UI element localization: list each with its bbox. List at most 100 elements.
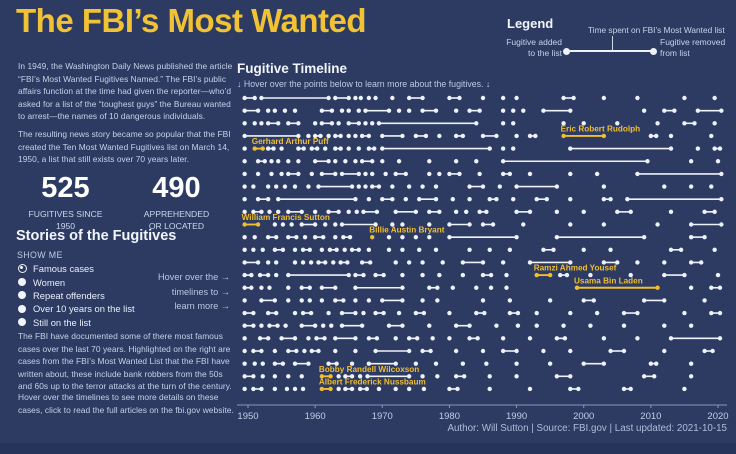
timeline-point[interactable] [314, 336, 319, 341]
timeline-point[interactable] [544, 197, 549, 202]
timeline-point[interactable] [341, 298, 346, 303]
timeline-point[interactable] [571, 95, 576, 101]
timeline-point[interactable] [346, 121, 351, 126]
timeline-point[interactable] [312, 159, 318, 164]
timeline-point[interactable] [393, 386, 398, 392]
timeline-point[interactable] [447, 234, 452, 240]
timeline-point[interactable] [420, 298, 425, 303]
timeline-point[interactable] [406, 386, 412, 392]
radio-icon[interactable] [18, 278, 26, 287]
timeline-point[interactable] [259, 386, 264, 392]
timeline-point[interactable] [349, 184, 355, 189]
timeline-point[interactable] [242, 197, 247, 202]
timeline-point[interactable] [307, 298, 312, 303]
timeline-point[interactable] [500, 336, 506, 341]
timeline-point[interactable] [562, 336, 568, 341]
timeline-point[interactable] [292, 386, 298, 392]
timeline-point[interactable] [286, 285, 291, 290]
timeline-point[interactable] [601, 336, 607, 341]
timeline-point[interactable] [354, 209, 359, 215]
timeline-point[interactable] [319, 121, 325, 126]
timeline-point[interactable] [259, 285, 264, 290]
timeline-point[interactable] [415, 336, 420, 341]
timeline-point[interactable] [400, 323, 405, 328]
timeline-point[interactable] [467, 108, 472, 113]
timeline-point[interactable] [349, 374, 355, 379]
timeline-highlight-point[interactable] [561, 133, 566, 139]
timeline-point[interactable] [514, 374, 519, 379]
timeline-point[interactable] [341, 234, 346, 240]
timeline-point[interactable] [662, 184, 667, 189]
timeline-point[interactable] [594, 171, 600, 177]
timeline-point[interactable] [635, 171, 640, 177]
timeline-point[interactable] [343, 159, 348, 164]
timeline-point[interactable] [511, 197, 516, 202]
timeline-point[interactable] [334, 361, 339, 366]
timeline-point[interactable] [615, 209, 620, 215]
timeline-point[interactable] [581, 121, 586, 126]
timeline-point[interactable] [380, 197, 385, 202]
timeline-point[interactable] [383, 171, 388, 177]
timeline-point[interactable] [308, 260, 314, 265]
timeline-point[interactable] [333, 298, 338, 303]
timeline-point[interactable] [427, 171, 432, 177]
timeline-point[interactable] [336, 386, 341, 392]
timeline-point[interactable] [688, 285, 694, 290]
timeline-point[interactable] [464, 209, 469, 215]
timeline-point[interactable] [343, 386, 348, 392]
timeline-point[interactable] [333, 146, 338, 151]
timeline-point[interactable] [356, 121, 361, 126]
timeline-point[interactable] [323, 260, 328, 265]
timeline-point[interactable] [695, 146, 701, 151]
timeline-point[interactable] [662, 348, 667, 354]
timeline-point[interactable] [380, 298, 385, 303]
timeline-point[interactable] [269, 171, 274, 177]
timeline-point[interactable] [345, 260, 350, 265]
timeline-point[interactable] [719, 171, 724, 177]
timeline-point[interactable] [581, 209, 586, 215]
timeline-point[interactable] [312, 234, 318, 240]
timeline-point[interactable] [299, 298, 304, 303]
timeline-point[interactable] [255, 159, 261, 164]
timeline-point[interactable] [420, 184, 425, 189]
timeline-point[interactable] [688, 222, 694, 227]
timeline-point[interactable] [366, 361, 372, 366]
timeline-point[interactable] [423, 133, 429, 139]
timeline-point[interactable] [480, 348, 486, 354]
timeline-point[interactable] [381, 272, 386, 278]
timeline-point[interactable] [554, 336, 560, 341]
timeline-point[interactable] [326, 361, 331, 366]
timeline-point[interactable] [421, 386, 427, 392]
timeline-point[interactable] [494, 197, 499, 202]
timeline-point[interactable] [363, 171, 368, 177]
timeline-point[interactable] [515, 323, 521, 328]
timeline-point[interactable] [668, 336, 674, 341]
timeline-point[interactable] [435, 298, 440, 303]
timeline-point[interactable] [353, 95, 358, 101]
timeline-point[interactable] [338, 146, 343, 151]
timeline-point[interactable] [361, 310, 366, 316]
timeline-point[interactable] [527, 386, 533, 392]
timeline-point[interactable] [568, 310, 573, 316]
timeline-point[interactable] [641, 108, 647, 113]
timeline-point[interactable] [255, 197, 261, 202]
timeline-point[interactable] [406, 260, 412, 265]
timeline-point[interactable] [702, 298, 707, 303]
timeline-point[interactable] [514, 348, 519, 354]
timeline-point[interactable] [259, 95, 264, 101]
timeline-point[interactable] [393, 361, 398, 366]
timeline-point[interactable] [601, 95, 607, 101]
timeline-point[interactable] [400, 298, 405, 303]
timeline-point[interactable] [581, 298, 586, 303]
timeline-point[interactable] [457, 95, 462, 101]
timeline-point[interactable] [309, 348, 314, 354]
timeline-point[interactable] [249, 285, 254, 290]
timeline-point[interactable] [282, 108, 288, 113]
timeline-point[interactable] [321, 323, 326, 328]
timeline-point[interactable] [286, 272, 291, 278]
timeline-point[interactable] [430, 336, 435, 341]
timeline-point[interactable] [251, 184, 256, 189]
timeline-point[interactable] [262, 159, 267, 164]
timeline-point[interactable] [269, 159, 274, 164]
timeline-point[interactable] [296, 133, 301, 139]
